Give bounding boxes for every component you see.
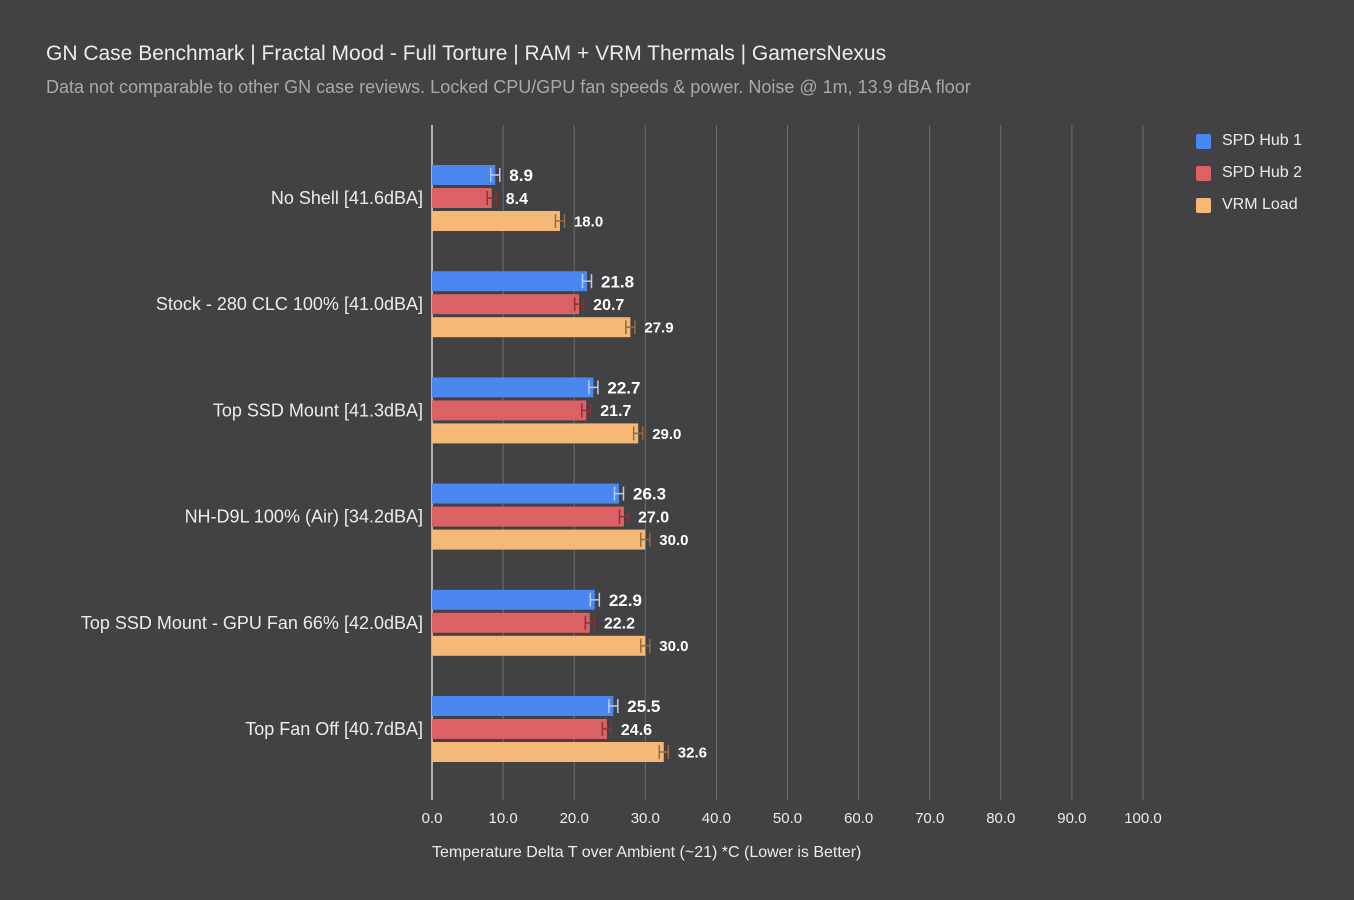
data-label: 8.4 [506, 191, 528, 208]
data-label: 27.0 [638, 509, 669, 526]
bar [432, 635, 646, 656]
data-label: 27.9 [644, 320, 673, 337]
legend-swatch [1196, 165, 1211, 181]
bar [432, 529, 646, 550]
data-label: 30.0 [659, 532, 688, 549]
x-tick-label: 80.0 [986, 810, 1015, 827]
legend-item: SPD Hub 1 [1196, 125, 1302, 157]
x-tick-label: 100.0 [1124, 810, 1162, 827]
data-label: 21.7 [600, 403, 631, 420]
x-tick-label: 60.0 [844, 810, 873, 827]
x-tick-label: 70.0 [915, 810, 944, 827]
legend-item: VRM Load [1196, 189, 1302, 221]
legend-swatch [1196, 197, 1211, 213]
chart-title: GN Case Benchmark | Fractal Mood - Full … [46, 42, 887, 65]
bar [432, 742, 664, 762]
category-label: Top Fan Off [40.7dBA] [245, 719, 423, 739]
legend-item: SPD Hub 2 [1196, 157, 1302, 189]
category-label: Top SSD Mount [41.3dBA] [213, 400, 423, 420]
bar [432, 165, 496, 185]
data-label: 25.5 [627, 697, 660, 716]
x-tick-label: 90.0 [1057, 810, 1086, 827]
bar [432, 483, 619, 504]
data-label: 29.0 [652, 426, 681, 443]
bar [432, 589, 595, 610]
x-tick-label: 0.0 [422, 810, 443, 827]
bar [432, 400, 587, 421]
data-label: 32.6 [678, 744, 707, 761]
category-label: NH-D9L 100% (Air) [34.2dBA] [185, 507, 423, 527]
bars [432, 165, 670, 762]
gridlines [431, 125, 1144, 800]
x-tick-label: 10.0 [488, 810, 517, 827]
bar [432, 423, 639, 444]
bar [432, 211, 560, 231]
legend: SPD Hub 1 SPD Hub 2 VRM Load [1196, 125, 1302, 221]
data-label: 22.9 [609, 591, 642, 610]
bar [432, 377, 594, 398]
x-tick-label: 20.0 [560, 810, 589, 827]
data-label: 8.9 [509, 166, 533, 185]
data-labels: 8.9 8.4 18.0 21.8 20.7 27.9 22.7 21.7 29.0 26.3 27… [506, 166, 707, 761]
chart-subtitle: Data not comparable to other GN case rev… [46, 77, 971, 97]
legend-swatch [1196, 133, 1211, 149]
category-labels: No Shell [41.6dBA] Stock - 280 CLC 100% [… [81, 188, 423, 739]
x-axis-label: Temperature Delta T over Ambient (~21) *… [432, 844, 862, 861]
bar [432, 271, 587, 292]
x-tick-labels: 0.0 10.0 20.0 30.0 40.0 50.0 60.0 70.0 80.0 90.0 1… [422, 810, 1162, 827]
data-label: 24.6 [621, 722, 652, 739]
bar [432, 188, 492, 208]
legend-label: SPD Hub 2 [1222, 164, 1303, 181]
bar [432, 612, 590, 633]
data-label: 22.2 [604, 616, 635, 633]
bar [432, 294, 580, 315]
x-tick-label: 40.0 [702, 810, 731, 827]
bar [432, 696, 614, 716]
category-label: Top SSD Mount - GPU Fan 66% [42.0dBA] [81, 613, 423, 633]
legend-label: SPD Hub 1 [1222, 132, 1303, 149]
x-tick-label: 50.0 [773, 810, 802, 827]
data-label: 22.7 [607, 379, 640, 398]
data-label: 21.8 [601, 272, 634, 291]
data-label: 26.3 [633, 485, 666, 504]
category-label: No Shell [41.6dBA] [271, 188, 423, 208]
bar [432, 506, 624, 527]
data-label: 18.0 [574, 213, 603, 230]
data-label: 20.7 [593, 297, 624, 314]
bar [432, 719, 607, 739]
data-label: 30.0 [659, 638, 688, 655]
bar [432, 317, 631, 338]
category-label: Stock - 280 CLC 100% [41.0dBA] [156, 294, 423, 314]
legend-label: VRM Load [1222, 196, 1298, 213]
x-tick-label: 30.0 [631, 810, 660, 827]
